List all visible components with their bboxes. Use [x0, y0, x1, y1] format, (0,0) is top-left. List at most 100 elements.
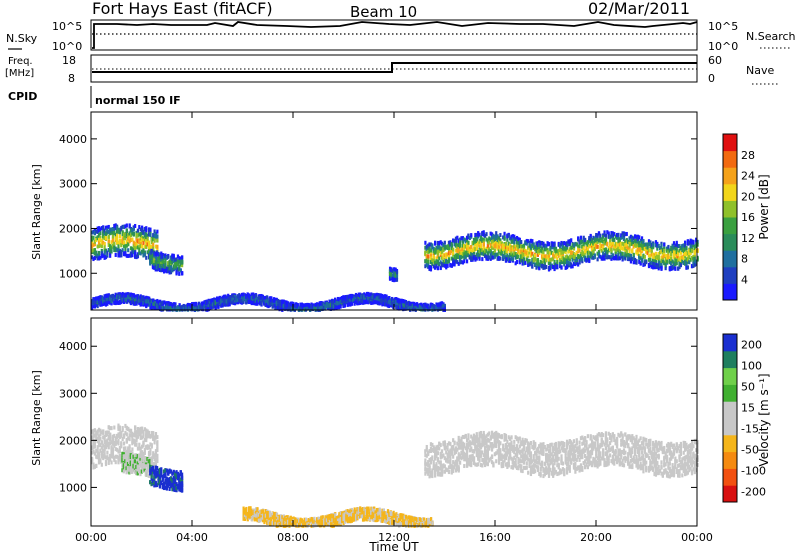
- echo-cell: [486, 254, 489, 259]
- echo-cell: [604, 239, 608, 244]
- echo-cell: [157, 256, 160, 261]
- echo-cell: [677, 252, 680, 257]
- echo-cell: [107, 293, 110, 298]
- echo-cell: [117, 426, 120, 431]
- echo-cell: [135, 242, 138, 247]
- echo-cell: [135, 436, 138, 441]
- echo-cell: [425, 246, 428, 251]
- echo-cell: [492, 255, 495, 260]
- echo-cell: [650, 242, 653, 247]
- echo-cell: [693, 256, 696, 261]
- echo-cell: [91, 450, 94, 455]
- echo-cell: [427, 307, 430, 312]
- echo-cell: [621, 235, 624, 240]
- echo-cell: [114, 441, 117, 446]
- echo-cell: [597, 252, 601, 257]
- echo-cell: [96, 298, 99, 303]
- echo-cell: [447, 244, 451, 249]
- echo-cell: [472, 255, 476, 260]
- echo-cell: [510, 250, 513, 255]
- echo-cell: [542, 265, 545, 270]
- echo-cell: [413, 304, 416, 309]
- echo-cell: [292, 301, 295, 306]
- echo-cell: [128, 433, 131, 438]
- echo-cell: [543, 243, 546, 248]
- echo-cell: [220, 296, 223, 301]
- echo-cell: [168, 259, 171, 264]
- echo-cell: [521, 261, 524, 266]
- echo-cell: [599, 233, 602, 238]
- echo-cell: [106, 450, 109, 455]
- echo-cell: [628, 257, 631, 262]
- echo-cell: [506, 253, 509, 258]
- echo-cell: [639, 261, 642, 266]
- echo-cell: [471, 252, 474, 257]
- echo-cell: [149, 248, 152, 253]
- echo-cell: [142, 300, 145, 305]
- echo-cell: [604, 253, 608, 258]
- echo-cell: [522, 246, 526, 251]
- echo-cell: [465, 235, 469, 240]
- echo-cell: [139, 435, 142, 440]
- echo-cell: [682, 246, 685, 251]
- echo-cell: [103, 295, 106, 300]
- echo-cell: [388, 271, 392, 276]
- echo-cell: [125, 426, 128, 431]
- echo-cell: [599, 245, 602, 250]
- echo-cell: [629, 241, 633, 246]
- echo-cell: [499, 241, 502, 246]
- echo-cell: [247, 297, 251, 302]
- echo-cell: [118, 431, 121, 436]
- echo-cell: [227, 301, 230, 306]
- echo-cell: [228, 298, 231, 303]
- echo-cell: [478, 253, 481, 258]
- echo-cell: [611, 240, 614, 245]
- echo-cell: [510, 247, 513, 252]
- echo-cell: [613, 238, 616, 243]
- echo-cell: [514, 246, 517, 251]
- echo-cell: [427, 244, 430, 249]
- echo-cell: [231, 297, 234, 302]
- echo-cell: [91, 429, 94, 434]
- echo-cell: [134, 249, 137, 254]
- echo-cell: [681, 259, 684, 264]
- echo-cell: [139, 430, 142, 435]
- echo-cell: [442, 247, 445, 252]
- echo-cell: [434, 307, 437, 312]
- echo-cell: [632, 244, 635, 249]
- echo-cell: [400, 301, 403, 306]
- echo-cell: [624, 246, 627, 251]
- echo-cell: [434, 265, 437, 270]
- echo-cell: [232, 296, 235, 301]
- echo-cell: [175, 264, 178, 269]
- echo-cell: [517, 244, 520, 249]
- echo-cell: [429, 267, 433, 272]
- echo-cell: [360, 294, 363, 299]
- echo-cell: [278, 307, 281, 312]
- echo-cell: [660, 255, 663, 260]
- echo-cell: [390, 298, 394, 303]
- echo-cell: [160, 302, 163, 307]
- echo-cell: [186, 303, 190, 308]
- echo-cell: [289, 307, 292, 312]
- echo-cell: [474, 257, 477, 262]
- echo-cell: [95, 229, 98, 234]
- echo-cell: [596, 240, 599, 245]
- echo-cell: [428, 249, 431, 254]
- echo-cell: [536, 264, 539, 269]
- echo-cell: [391, 268, 394, 273]
- echo-cell: [331, 300, 334, 305]
- echo-cell: [356, 300, 359, 305]
- echo-cell: [670, 245, 673, 250]
- echo-cell: [104, 301, 108, 306]
- echo-cell: [400, 304, 403, 309]
- echo-cell: [138, 247, 141, 252]
- echo-cell: [140, 237, 144, 242]
- echo-cell: [511, 234, 514, 239]
- echo-cell: [578, 260, 581, 265]
- echo-cell: [222, 298, 226, 303]
- echo-cell: [140, 450, 144, 455]
- echo-cell: [668, 259, 671, 264]
- echo-cell: [629, 256, 633, 261]
- echo-cell: [606, 255, 609, 260]
